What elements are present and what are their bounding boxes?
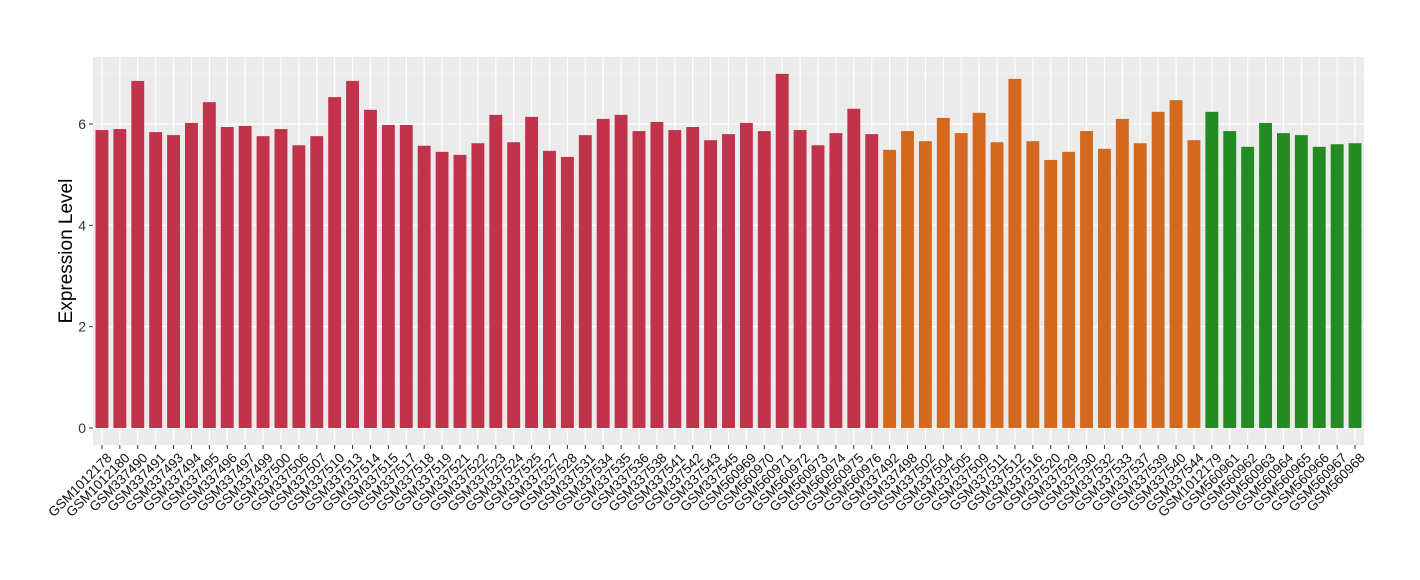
bar	[739, 122, 753, 428]
bar	[918, 141, 932, 428]
bar	[1097, 148, 1111, 429]
bar	[811, 145, 825, 428]
bar	[1026, 141, 1040, 428]
bar	[578, 135, 592, 429]
bar	[525, 116, 539, 428]
bar	[220, 127, 234, 428]
bar	[722, 134, 735, 428]
bar	[936, 117, 950, 428]
bar	[310, 136, 324, 428]
bar	[829, 133, 843, 429]
bar	[167, 135, 181, 429]
bar	[1151, 111, 1165, 428]
bar	[1259, 122, 1272, 428]
bar	[1241, 146, 1255, 428]
y-tick-label: 2	[78, 319, 86, 335]
bar	[1276, 133, 1290, 429]
bar	[381, 124, 395, 428]
bar	[865, 134, 879, 428]
bar	[507, 142, 521, 429]
bar	[1187, 140, 1201, 428]
bar	[1080, 131, 1093, 429]
bars	[95, 73, 1362, 429]
bar	[1205, 111, 1219, 428]
bar	[686, 127, 700, 428]
bar	[704, 140, 718, 428]
bar	[954, 133, 968, 429]
bar	[1294, 135, 1308, 429]
bar	[543, 150, 556, 429]
bar	[560, 156, 574, 428]
bar	[346, 80, 360, 429]
bar	[471, 143, 485, 428]
y-tick-label: 0	[78, 420, 86, 436]
bar	[1115, 118, 1129, 429]
bar	[972, 112, 986, 428]
bar	[1044, 159, 1058, 429]
bar	[435, 151, 449, 428]
bar	[149, 132, 163, 428]
bar	[650, 121, 664, 429]
bar	[1312, 146, 1326, 428]
x-axis: GSM1012178GSM1012180GSM337490GSM337491GS…	[45, 445, 1368, 520]
bar	[256, 136, 270, 428]
y-tick-label: 6	[78, 116, 86, 132]
bar	[489, 114, 503, 428]
y-axis-label: Expression Level	[56, 179, 77, 324]
bar	[1133, 143, 1147, 428]
y-tick-label: 4	[78, 217, 86, 233]
bar	[399, 124, 413, 428]
y-axis: 0 2 4 6	[78, 116, 93, 436]
bar	[113, 129, 127, 428]
bar	[417, 145, 431, 428]
bar	[328, 97, 342, 428]
bar	[364, 109, 377, 429]
bar	[901, 131, 914, 429]
bar	[632, 131, 646, 429]
bar	[614, 114, 628, 428]
bar	[131, 80, 145, 429]
bar	[1008, 78, 1022, 428]
bar	[1169, 100, 1183, 428]
bar	[1348, 143, 1362, 428]
bar	[668, 130, 682, 428]
bar	[292, 145, 306, 428]
bar	[453, 154, 467, 428]
bar	[1062, 151, 1076, 428]
bar	[990, 142, 1004, 429]
bar	[202, 102, 216, 429]
bar	[185, 122, 198, 428]
bar	[274, 129, 288, 428]
bar	[757, 131, 771, 429]
bar	[883, 149, 897, 428]
bar	[793, 130, 807, 428]
bar	[596, 118, 610, 429]
bar	[847, 108, 861, 429]
bar	[238, 126, 252, 428]
bar	[1223, 131, 1237, 429]
bar	[775, 73, 789, 428]
bar	[95, 130, 109, 428]
bar	[1330, 144, 1344, 429]
